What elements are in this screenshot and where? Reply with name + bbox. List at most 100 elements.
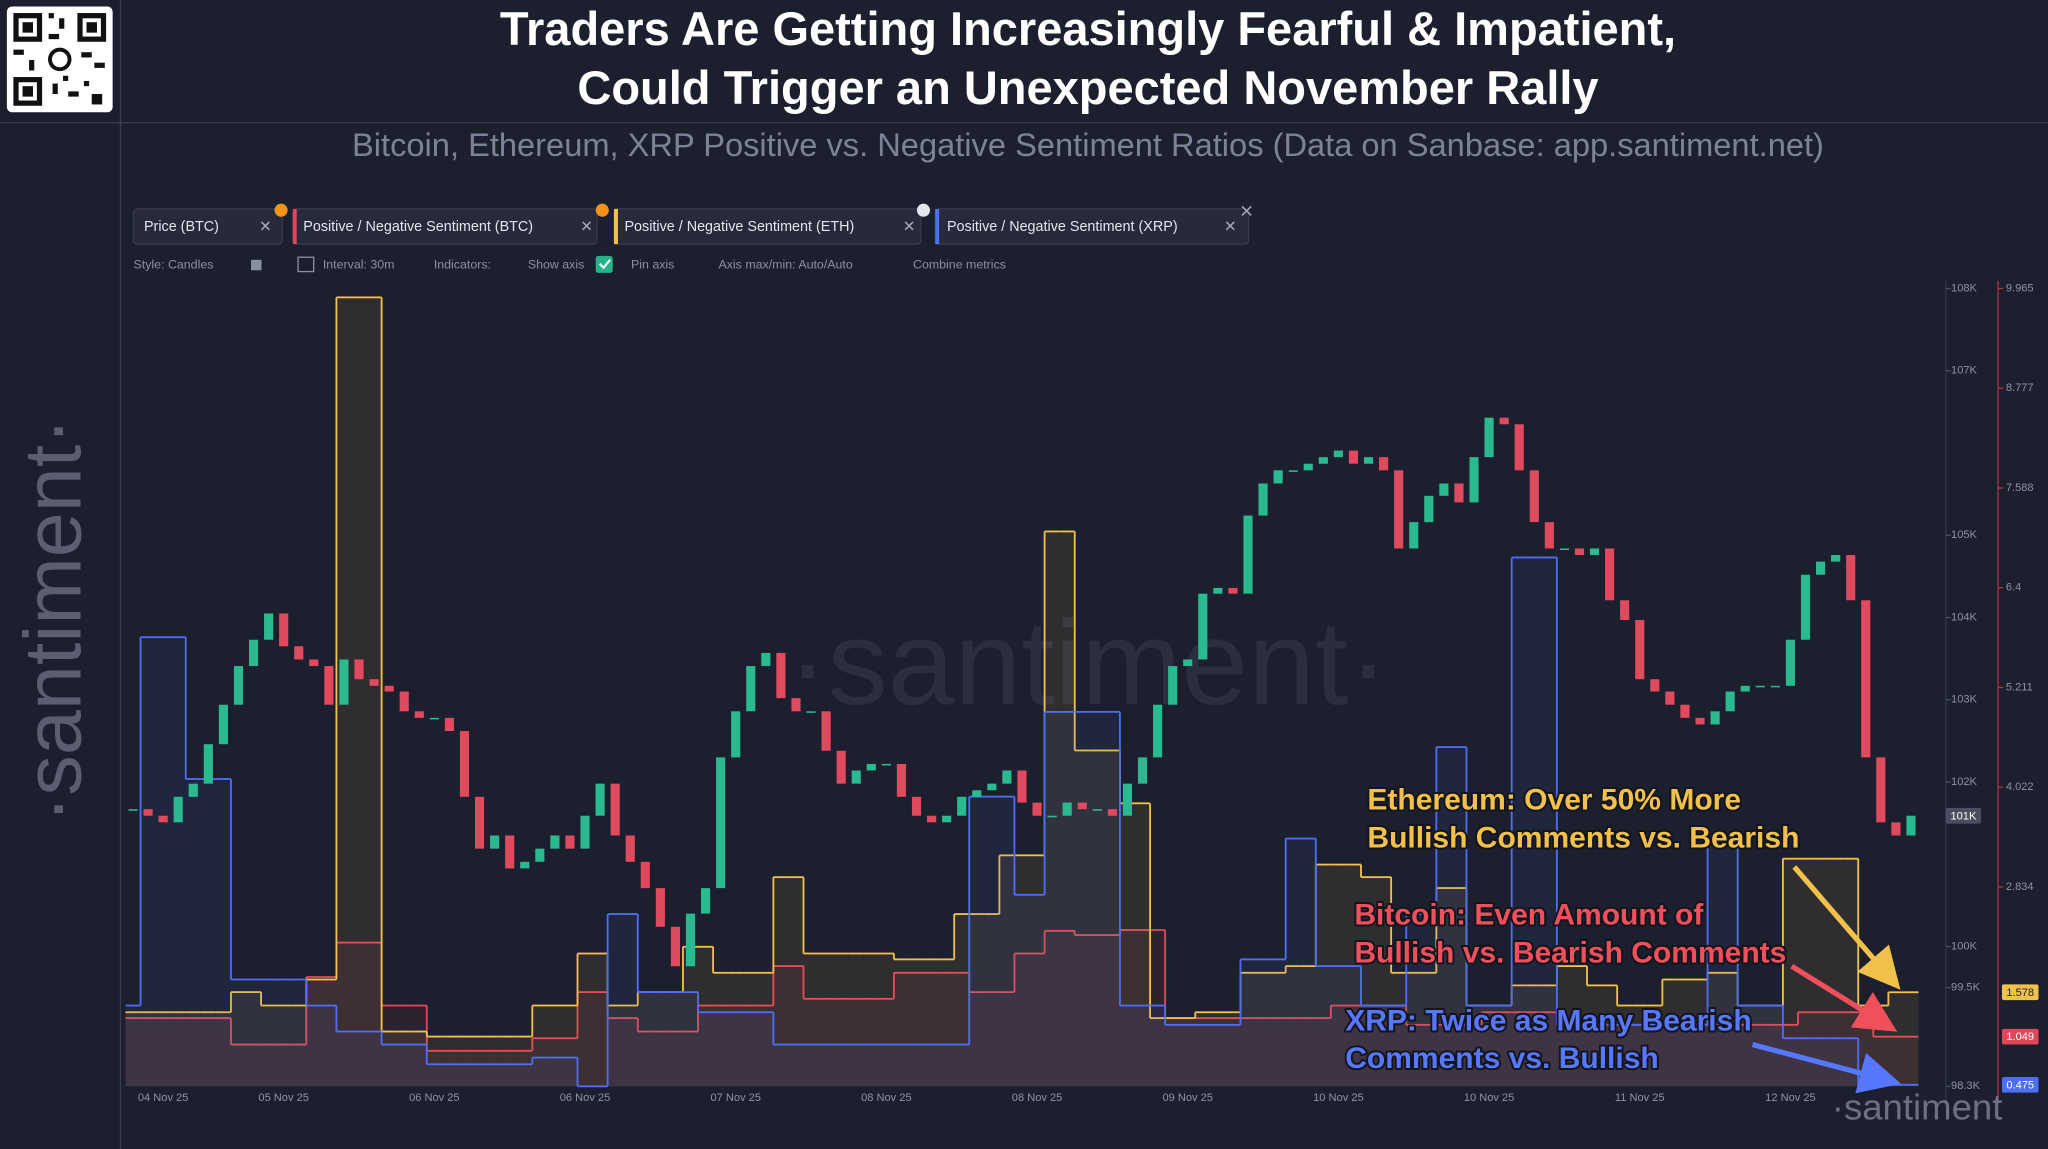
sentiment-area — [1707, 838, 1723, 1087]
x-tick-label: 06 Nov 25 — [409, 1092, 460, 1104]
candle — [324, 666, 334, 705]
annotation: Bitcoin: Even Amount of — [1354, 899, 1704, 932]
sentiment-area — [487, 1036, 503, 1087]
sentiment-area — [833, 1044, 849, 1087]
sentiment-area — [426, 1050, 442, 1087]
tab-label[interactable]: Positive / Negative Sentiment (XRP) — [947, 219, 1178, 235]
sentiment-area — [803, 1044, 819, 1087]
sentiment-area — [487, 1050, 503, 1087]
sentiment-area — [1195, 1012, 1211, 1087]
sentiment-area — [878, 1044, 894, 1087]
sentiment-area — [1677, 979, 1693, 1087]
plot: 108K 107K 105K 104K 103K 102K 100K 99.5K 98.3K 9.… — [125, 282, 2039, 1104]
sentiment-area — [1014, 855, 1030, 1087]
tabs: Price (BTC) Positive / Negative Sentimen… — [132, 203, 1252, 245]
sentiment-area — [592, 992, 608, 1087]
sentiment-area — [1406, 1024, 1422, 1087]
value-badge — [1945, 807, 1982, 824]
sentiment-area — [1134, 1005, 1151, 1087]
sentiment-area — [1466, 1005, 1482, 1087]
sentiment-area — [1587, 1024, 1603, 1087]
sentiment-area — [622, 1005, 638, 1087]
candle — [309, 659, 319, 667]
sentiment-area — [939, 959, 955, 1087]
sentiment-area — [1843, 1038, 1859, 1087]
checkbox[interactable] — [595, 255, 613, 273]
sentiment-area — [1376, 1005, 1392, 1087]
sentiment-area — [773, 877, 789, 1087]
candle — [218, 704, 228, 745]
sentiment-area — [1300, 966, 1316, 1087]
sentiment-area — [1330, 966, 1346, 1087]
tab-label[interactable]: Positive / Negative Sentiment (ETH) — [624, 219, 854, 235]
sentiment-area — [1119, 930, 1135, 1087]
sentiment-area — [1813, 1012, 1829, 1087]
x-tick-label: 08 Nov 25 — [861, 1092, 912, 1104]
sentiment-area — [803, 998, 819, 1087]
tab-color — [614, 208, 618, 245]
toolbar-item[interactable]: Interval: 30m — [323, 257, 395, 271]
sentiment-area — [1617, 1024, 1633, 1087]
sentiment-area — [1361, 1005, 1377, 1087]
sentiment-area — [1526, 1012, 1542, 1087]
candle — [1077, 802, 1087, 810]
sentiment-area — [728, 1005, 744, 1087]
candle — [1514, 424, 1524, 471]
sentiment-area — [1602, 985, 1618, 1087]
sentiment-area — [1481, 1005, 1497, 1087]
sentiment-area — [366, 942, 382, 1087]
toolbar-item[interactable]: Show axis — [528, 257, 584, 271]
sentiment-area — [637, 992, 653, 1087]
sentiment-area — [1692, 979, 1708, 1087]
sentiment-area — [924, 959, 940, 1087]
sentiment-area — [1029, 953, 1045, 1087]
sentiment-area — [1165, 1018, 1181, 1087]
y-tick-label: 102K — [1951, 776, 1977, 788]
sentiment-area — [140, 637, 156, 1087]
sentiment-area — [1089, 750, 1105, 1087]
tab-close[interactable] — [260, 205, 1252, 231]
sentiment-area — [878, 998, 894, 1087]
sentiment-area — [1376, 877, 1392, 1087]
arrow — [1790, 963, 1898, 1032]
color-swatch[interactable] — [251, 259, 262, 271]
toolbar-item[interactable]: Combine metrics — [913, 257, 1006, 271]
candle — [821, 711, 831, 751]
tab-label[interactable]: Positive / Negative Sentiment (BTC) — [303, 219, 533, 235]
candle — [1469, 457, 1479, 503]
sentiment-area — [1029, 894, 1045, 1087]
sentiment-area — [1345, 1005, 1362, 1087]
sentiment-area — [939, 972, 955, 1087]
toolbar-item[interactable]: Pin axis — [631, 257, 674, 271]
tab-icon — [274, 203, 288, 217]
candle — [1755, 685, 1765, 688]
sentiment-area — [833, 998, 849, 1087]
value-badge-label: 101K — [1951, 810, 1977, 822]
sentiment-area — [1240, 1018, 1256, 1087]
tab[interactable] — [132, 208, 284, 245]
side-watermark: ·santiment· — [8, 418, 98, 823]
toolbar-item[interactable]: Indicators: — [434, 257, 491, 271]
toolbar-item[interactable]: Style: Candles — [134, 257, 214, 271]
sentiment-area — [652, 992, 668, 1087]
sentiment-area — [472, 1036, 488, 1087]
candle — [881, 763, 891, 766]
sentiment-area — [1270, 972, 1286, 1087]
candle — [911, 796, 922, 816]
candle — [1439, 483, 1449, 496]
sentiment-area — [276, 1005, 292, 1087]
sentiment-area — [667, 1031, 683, 1087]
toolbar-item[interactable]: Axis max/min: Auto/Auto — [718, 257, 852, 271]
candle — [1800, 574, 1811, 640]
y-tick-label: 100K — [1951, 940, 1977, 952]
sentiment-area — [230, 1044, 247, 1087]
candle — [1183, 659, 1193, 667]
sentiment-area — [848, 1044, 864, 1087]
tab-label[interactable]: Price (BTC) — [144, 219, 219, 235]
sentiment-area — [698, 1005, 714, 1087]
sentiment-area — [1255, 972, 1271, 1087]
candle — [1273, 470, 1283, 484]
candle — [1168, 666, 1178, 705]
sentiment-area — [1813, 858, 1829, 1087]
